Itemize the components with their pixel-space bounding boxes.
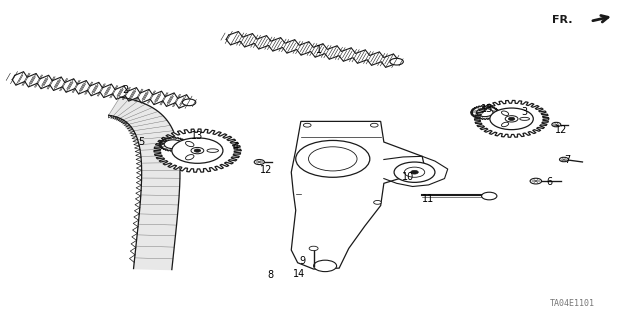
Ellipse shape	[207, 149, 218, 152]
Polygon shape	[474, 100, 548, 137]
Circle shape	[394, 162, 435, 182]
Circle shape	[308, 147, 357, 171]
Ellipse shape	[186, 155, 194, 160]
Circle shape	[490, 108, 533, 130]
Circle shape	[505, 116, 518, 122]
Circle shape	[508, 117, 515, 121]
Circle shape	[481, 192, 497, 200]
Circle shape	[194, 149, 200, 152]
Polygon shape	[226, 32, 398, 67]
Text: 1: 1	[316, 45, 322, 55]
Circle shape	[314, 260, 337, 271]
Text: TA04E1101: TA04E1101	[550, 299, 595, 308]
Polygon shape	[291, 122, 426, 269]
Polygon shape	[470, 106, 499, 120]
Ellipse shape	[520, 117, 529, 120]
Polygon shape	[159, 137, 187, 151]
Polygon shape	[154, 129, 241, 172]
Circle shape	[552, 122, 561, 127]
Circle shape	[371, 123, 378, 127]
Circle shape	[374, 200, 381, 204]
Circle shape	[172, 138, 223, 163]
Polygon shape	[12, 72, 190, 108]
Circle shape	[559, 157, 568, 162]
Circle shape	[164, 140, 182, 149]
Text: 5: 5	[138, 137, 144, 147]
Text: 10: 10	[402, 172, 414, 182]
Text: 8: 8	[267, 271, 273, 280]
Text: 7: 7	[564, 155, 571, 166]
Ellipse shape	[502, 111, 509, 115]
Text: 14: 14	[293, 270, 306, 279]
Text: 12: 12	[556, 125, 568, 135]
Circle shape	[309, 246, 318, 251]
Text: 13: 13	[191, 131, 204, 141]
Polygon shape	[109, 97, 180, 270]
Text: 4: 4	[233, 142, 239, 152]
Circle shape	[303, 123, 311, 127]
Circle shape	[411, 170, 419, 174]
Circle shape	[191, 147, 204, 154]
Circle shape	[296, 140, 370, 177]
Text: 6: 6	[547, 177, 553, 187]
Text: 9: 9	[299, 256, 305, 266]
Text: 3: 3	[522, 107, 527, 117]
Text: FR.: FR.	[552, 15, 572, 26]
Circle shape	[182, 99, 196, 106]
Ellipse shape	[502, 122, 509, 127]
Text: 12: 12	[260, 165, 272, 175]
Circle shape	[530, 178, 541, 184]
Text: 2: 2	[122, 85, 129, 95]
Circle shape	[254, 160, 264, 165]
Text: 11: 11	[422, 194, 435, 204]
Circle shape	[476, 108, 493, 117]
Circle shape	[390, 58, 403, 65]
Text: 13: 13	[481, 104, 493, 114]
Ellipse shape	[186, 141, 194, 147]
Circle shape	[404, 167, 425, 177]
